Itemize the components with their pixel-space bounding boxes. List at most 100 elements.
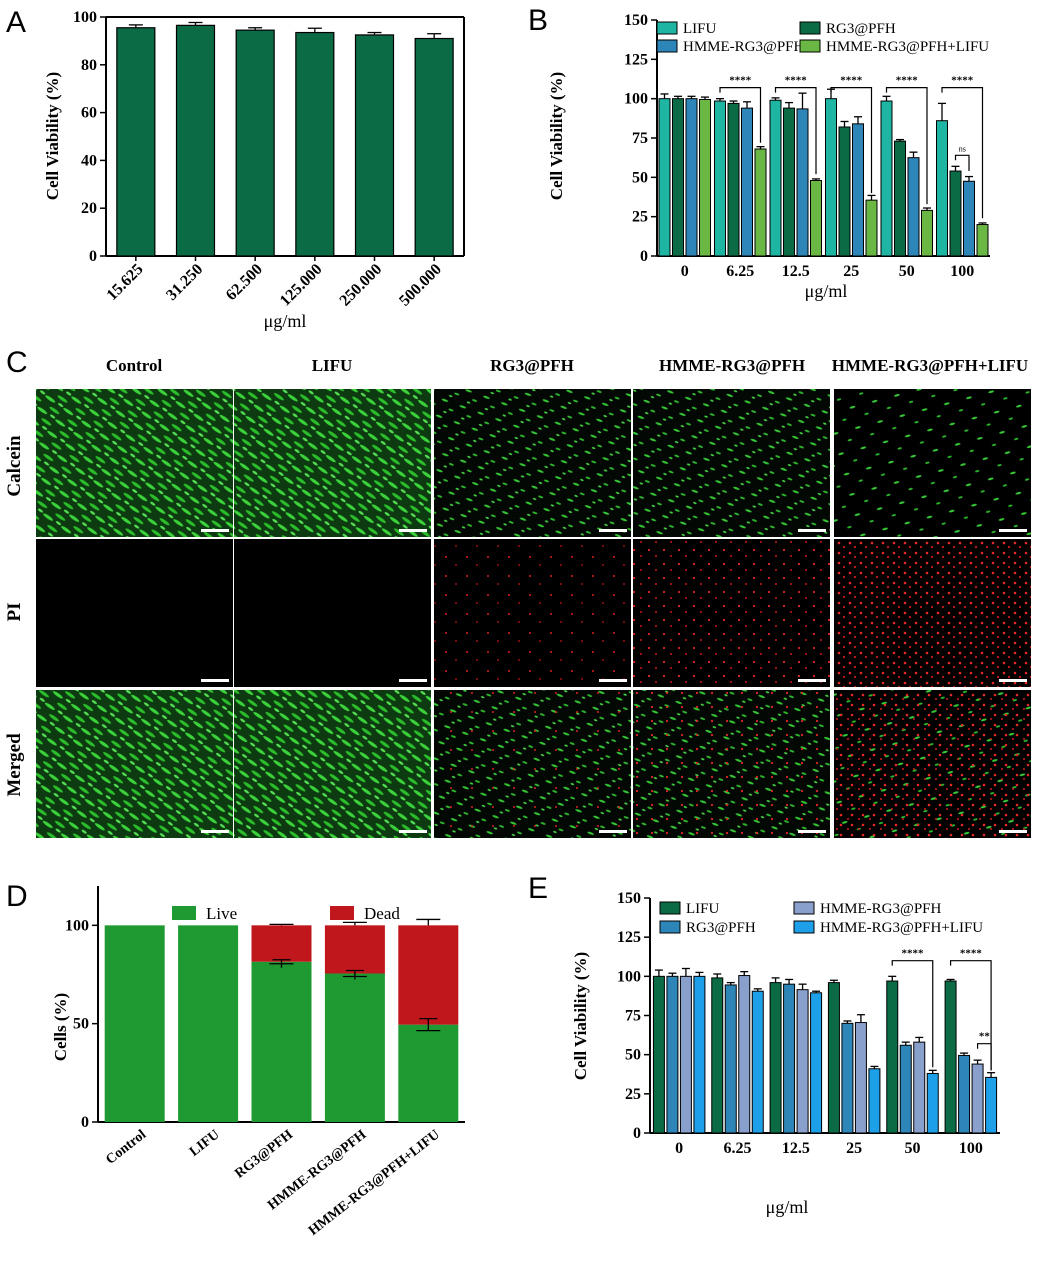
chart-d-xtick-label: LIFU: [187, 1127, 223, 1159]
chart-e: 0 25 50 75 100 125 150 0 6.25 12.5 25 50 100 LIFU RG3@…: [617, 890, 1000, 1157]
chart-a-ytick-label: 40: [81, 152, 97, 169]
micrograph-pi: [633, 539, 830, 687]
chart-d-bar-live: [251, 961, 312, 1122]
chart-e-bar: [693, 975, 706, 1134]
chart-b: 0 25 50 75 100 125 150 0 6.25 12.5 25 50 100 LIFU RG3@…: [624, 12, 990, 280]
micro-row-header: PI: [4, 603, 25, 622]
chart-a-xtick-label: 62.500: [223, 261, 266, 304]
chart-b-bar: [921, 209, 933, 257]
chart-b-bar: [852, 123, 864, 257]
chart-b-sig-bracket: [774, 87, 817, 175]
chart-e-sig-bracket: [891, 960, 934, 1068]
chart-d-bar-live: [104, 925, 165, 1122]
chart-a-bar: [116, 27, 156, 257]
chart-e-xtick-label: 12.5: [782, 1140, 810, 1157]
chart-e-bar: [944, 980, 957, 1134]
micrograph-pi: [834, 539, 1031, 687]
chart-b-legend-swatch: [799, 21, 821, 35]
chart-b-legend-label: HMME-RG3@PFH+LIFU: [826, 39, 989, 55]
chart-b-ytick-label: 125: [624, 51, 648, 68]
chart-a-ytick-label: 80: [81, 57, 97, 74]
chart-e-ytick-label: 100: [617, 968, 641, 985]
chart-e-bar: [827, 982, 840, 1134]
panel-label-c: C: [6, 346, 28, 379]
chart-d-xtick-label: HMME-RG3@PFH+LIFU: [306, 1127, 443, 1238]
scale-bar: [599, 830, 627, 833]
chart-e-legend-swatch: [659, 920, 681, 934]
chart-b-legend-label: RG3@PFH: [826, 21, 896, 37]
scale-bar: [399, 830, 427, 833]
chart-b-bar: [685, 98, 698, 257]
chart-e-bar: [751, 990, 764, 1134]
micro-col-header: RG3@PFH: [490, 356, 574, 375]
chart-d-legend-swatch: [330, 906, 354, 920]
chart-e-bar: [810, 992, 823, 1134]
chart-e-bar: [985, 1076, 998, 1134]
chart-a-ylabel: Cell Viability (%): [43, 72, 62, 200]
chart-e-bar: [926, 1072, 939, 1134]
chart-e-xtick-label: 25: [846, 1140, 862, 1157]
scale-bar: [798, 830, 826, 833]
chart-d-bar-live: [178, 925, 239, 1122]
chart-b-legend-swatch: [656, 21, 678, 35]
chart-b-ylabel: Cell Viability (%): [547, 72, 566, 200]
chart-b-sig-label: ns: [959, 144, 966, 153]
chart-e-sig-label: **: [979, 1031, 991, 1043]
chart-e-bar: [724, 984, 737, 1134]
chart-a-xtick-label: 15.625: [104, 261, 147, 304]
scale-bar: [201, 679, 229, 682]
chart-b-bar: [880, 100, 893, 257]
chart-b-ytick-label: 50: [632, 169, 648, 186]
scale-bar: [599, 679, 627, 682]
micrograph-merged-red-overlay: [633, 690, 830, 838]
chart-b-sig-label: ****: [840, 75, 863, 87]
chart-b-bar: [810, 179, 822, 257]
chart-b-sig-bracket: [941, 87, 984, 219]
chart-b-bar: [699, 98, 711, 257]
panel-label-d: D: [6, 880, 28, 913]
chart-e-bar: [652, 975, 665, 1134]
chart-e-bar: [769, 982, 782, 1134]
micro-row-header: Calcein: [4, 435, 25, 497]
chart-d-xtick-label: Control: [103, 1127, 149, 1167]
chart-a-xtick-label: 250.000: [337, 261, 386, 310]
chart-e-bar: [899, 1044, 912, 1134]
chart-d-bar-dead: [324, 925, 385, 974]
chart-a-bar: [354, 34, 395, 257]
chart-b-xtick-label: 50: [899, 263, 915, 280]
panel-label-b: B: [528, 4, 548, 37]
chart-b-ytick-label: 75: [632, 130, 648, 147]
chart-e-sig-label: ****: [902, 948, 925, 960]
micrograph-pi: [36, 539, 233, 687]
chart-e-xtick-label: 100: [959, 1140, 983, 1157]
micro-col-header: Control: [106, 356, 163, 375]
scale-bar: [399, 679, 427, 682]
chart-b-bar: [865, 199, 878, 257]
scale-bar: [999, 830, 1027, 833]
chart-a-bar: [175, 24, 216, 257]
chart-b-bar: [907, 157, 920, 257]
chart-b-bar: [769, 99, 782, 257]
micrograph-calcein: [36, 389, 233, 537]
chart-e-legend-label: HMME-RG3@PFH: [820, 901, 942, 917]
chart-e-bar: [971, 1063, 984, 1134]
chart-d-bar-dead: [251, 925, 312, 962]
chart-b-legend-label: LIFU: [683, 21, 717, 37]
chart-b-xtick-label: 25: [843, 263, 859, 280]
chart-a-ytick-label: 60: [81, 105, 97, 122]
chart-b-bar: [714, 100, 726, 257]
chart-e-legend-label: HMME-RG3@PFH+LIFU: [820, 920, 983, 936]
chart-a-xtick-label: 31.250: [163, 261, 206, 304]
chart-d-bar-live: [324, 973, 385, 1122]
chart-a-ytick-label: 20: [81, 200, 97, 217]
scale-bar: [201, 830, 229, 833]
micrograph-merged: [36, 690, 233, 838]
chart-b-bar: [949, 170, 962, 257]
chart-e-legend-label: LIFU: [686, 901, 720, 917]
chart-b-bar: [741, 107, 753, 257]
chart-b-sig-label: ****: [951, 75, 974, 87]
chart-e-ytick-label: 150: [617, 890, 641, 907]
chart-a-bar: [235, 29, 275, 257]
